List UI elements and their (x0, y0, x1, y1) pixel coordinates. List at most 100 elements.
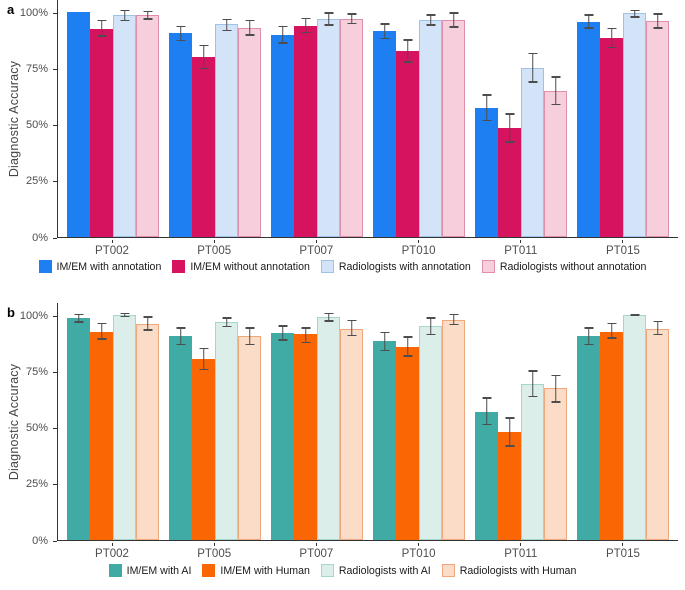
bar-slot (238, 303, 261, 540)
panel-a-y-axis: 0% 25% 50% 75% 100% (0, 0, 57, 244)
x-tick-mark (111, 543, 113, 546)
error-bar-cap-top (653, 320, 662, 323)
x-category: PT007 (270, 543, 362, 560)
y-tick-mark (53, 484, 57, 486)
error-bar-cap-bottom (607, 46, 616, 48)
bar-slot (67, 0, 90, 237)
legend-item: Radiologists with AI (320, 564, 431, 577)
legend-item: IM/EM with Human (202, 564, 310, 577)
error-bar-cap-top (245, 327, 254, 329)
error-bar-cap-top (380, 23, 389, 25)
bar (169, 336, 192, 540)
x-tick-mark (622, 543, 624, 546)
x-category-label: PT015 (605, 548, 640, 560)
bar (67, 12, 90, 237)
bar-group (67, 0, 159, 237)
error-bar-cap-top (74, 313, 83, 316)
y-tick-label: 0% (32, 534, 48, 547)
error-bar-cap-bottom (347, 22, 356, 25)
legend-label: IM/EM with annotation (56, 260, 162, 273)
error-bar-cap-bottom (584, 27, 593, 29)
error-bar-cap-bottom (653, 27, 662, 29)
bar-slot (419, 303, 442, 540)
y-tick-label: 100% (19, 6, 48, 19)
error-bar (485, 94, 488, 122)
panel-b-y-axis: 0% 25% 50% 75% 100% (0, 303, 57, 547)
bar (600, 37, 623, 237)
bar (238, 27, 261, 237)
bar (544, 90, 567, 237)
error-bar-cap-top (528, 52, 537, 54)
bar-group (577, 0, 669, 237)
bar-slot (294, 0, 317, 237)
error-bar (123, 9, 126, 21)
bar-slot (373, 303, 396, 540)
error-bar (508, 417, 511, 447)
error-bar-cap-top (653, 13, 662, 15)
error-bar-cap-top (176, 25, 185, 27)
error-bar-cap-bottom (301, 341, 310, 344)
bar (113, 15, 136, 237)
x-tick-mark (111, 240, 113, 243)
x-tick-mark (213, 543, 215, 546)
bar-slot (442, 0, 465, 237)
error-bar-cap-top (278, 25, 287, 27)
x-category-label: PT011 (504, 245, 538, 257)
error-bar (202, 44, 205, 70)
error-bar-cap-bottom (380, 37, 389, 39)
bar-slot (271, 303, 294, 540)
bar (192, 57, 215, 237)
bar (442, 319, 465, 540)
error-bar-cap-top (324, 12, 333, 14)
error-bar (656, 13, 659, 29)
error-bar-cap-top (505, 417, 514, 419)
bar (113, 315, 136, 540)
bar (623, 13, 646, 237)
bar-slot (544, 0, 567, 237)
error-bar-cap-top (324, 312, 333, 315)
error-bar-cap-top (607, 322, 616, 325)
bar (498, 432, 521, 540)
error-bar (123, 312, 126, 318)
bar (600, 331, 623, 540)
bar (646, 21, 669, 237)
error-bar-cap-bottom (120, 315, 129, 318)
bar-slot (623, 0, 646, 237)
error-bar (146, 10, 149, 20)
legend-swatch (172, 260, 186, 273)
error-bar-cap-bottom (403, 61, 412, 63)
x-category: PT005 (168, 240, 260, 257)
bar (373, 340, 396, 540)
x-tick-mark (213, 240, 215, 243)
error-bar-cap-bottom (199, 368, 208, 371)
error-bar-cap-bottom (528, 395, 537, 398)
error-bar-cap-bottom (505, 141, 514, 143)
bar (271, 34, 294, 237)
panel-b: b Diagnostic Accuracy 0% 25% 50% 75% 100% PT… (0, 303, 685, 590)
error-bar (202, 347, 205, 371)
error-bar-cap-bottom (347, 334, 356, 337)
error-bar-cap-bottom (449, 323, 458, 326)
error-bar (179, 25, 182, 42)
bar-slot (498, 303, 521, 540)
error-bar-cap-bottom (482, 423, 491, 426)
panel-b-plot-area (57, 303, 678, 541)
bar-slot (90, 303, 113, 540)
legend-swatch (320, 260, 334, 273)
error-bar-cap-top (505, 113, 514, 115)
error-bar-cap-bottom (278, 42, 287, 44)
error-bar-cap-top (278, 325, 287, 327)
x-tick-mark (418, 240, 420, 243)
error-bar-cap-top (120, 312, 129, 315)
error-bar-cap-top (426, 14, 435, 16)
y-tick-mark (53, 540, 57, 542)
error-bar (100, 19, 103, 37)
legend-swatch (108, 564, 122, 577)
x-category: PT010 (373, 543, 465, 560)
error-bar-cap-top (584, 327, 593, 329)
bar (90, 331, 113, 540)
y-tick-label: 100% (19, 309, 48, 322)
legend-label: Radiologists with annotation (338, 260, 471, 273)
error-bar-cap-bottom (380, 349, 389, 351)
bar-slot (521, 0, 544, 237)
